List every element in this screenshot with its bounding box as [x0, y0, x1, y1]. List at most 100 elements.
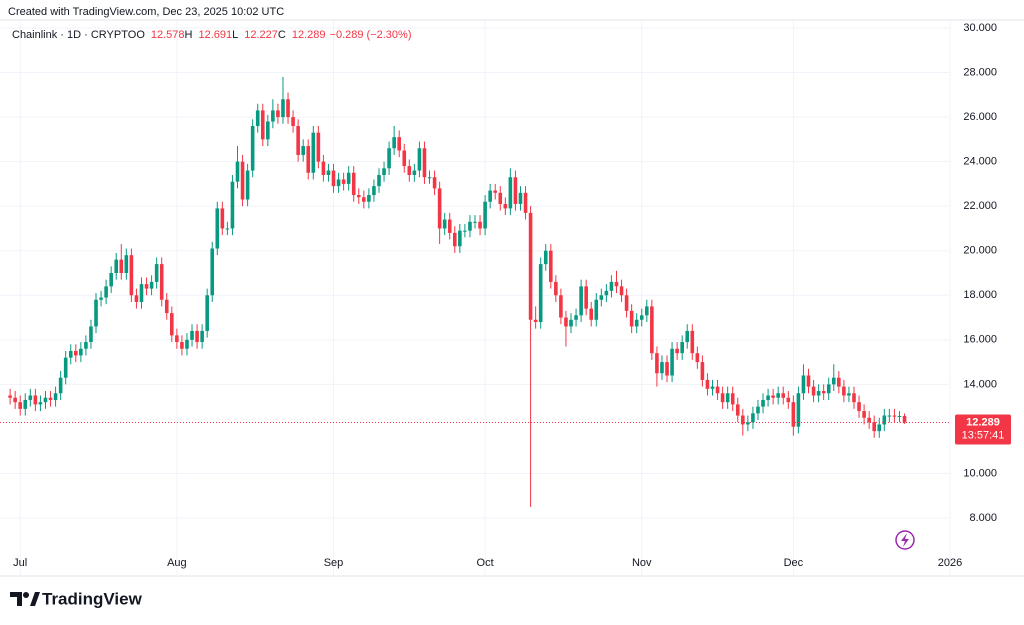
- x-tick-label: Sep: [324, 557, 344, 569]
- candle-body: [250, 126, 255, 171]
- candle-body: [58, 377, 63, 394]
- candle-body: [837, 377, 841, 387]
- candle-body: [392, 137, 396, 149]
- candle-body: [48, 397, 53, 400]
- candle-body: [84, 342, 88, 349]
- candle-body: [129, 255, 134, 296]
- candle-body: [134, 295, 139, 302]
- candle-body: [725, 393, 730, 403]
- candle-body: [902, 416, 907, 423]
- candle-body: [751, 413, 755, 423]
- y-tick-label: 22.000: [963, 200, 997, 212]
- candle-body: [715, 386, 720, 394]
- candle-body: [79, 348, 83, 356]
- candle-body: [559, 295, 563, 318]
- candle-body: [650, 306, 654, 354]
- candle-body: [407, 166, 412, 175]
- candle-body: [488, 190, 492, 202]
- candle-body: [584, 286, 588, 309]
- candle-body: [8, 395, 12, 398]
- candle-body: [468, 221, 472, 231]
- candle-body: [38, 402, 43, 405]
- candle-body: [200, 330, 204, 343]
- logo-slash: [30, 592, 40, 606]
- candle-body: [660, 362, 664, 374]
- logo-mark: [10, 592, 22, 606]
- x-tick-label: 2026: [938, 557, 962, 569]
- candle-body: [463, 230, 467, 232]
- candle-body: [372, 186, 376, 196]
- candle-body: [735, 404, 740, 416]
- candle-body: [670, 348, 674, 376]
- candle-body: [235, 161, 240, 182]
- candle-body: [877, 424, 882, 432]
- candle-body: [872, 422, 877, 432]
- candle-body: [144, 284, 149, 289]
- candle-body: [730, 393, 735, 405]
- candle-body: [346, 172, 351, 184]
- candle-body: [220, 208, 225, 229]
- candle-body: [458, 230, 462, 247]
- candle-body: [609, 281, 614, 291]
- candle-body: [629, 310, 634, 327]
- candle-body: [639, 315, 644, 320]
- candle-body: [397, 137, 402, 151]
- candle-body: [513, 177, 518, 204]
- brand: TradingView: [42, 589, 143, 608]
- countdown: 13:57:41: [962, 429, 1005, 441]
- candle-body: [362, 197, 366, 202]
- candle-body: [276, 110, 280, 118]
- candle-body: [311, 132, 316, 173]
- candle-body: [377, 175, 381, 187]
- candle-body: [316, 132, 321, 162]
- candle-body: [761, 399, 765, 407]
- candle-body: [104, 286, 108, 298]
- icon-bolt: [901, 533, 909, 547]
- candle-body: [245, 170, 250, 200]
- candle-body: [599, 295, 604, 300]
- legend-value: 12.691: [198, 29, 232, 41]
- candle-body: [705, 379, 710, 389]
- candle-body: [43, 397, 48, 403]
- candle-body: [210, 248, 215, 296]
- replay-icon[interactable]: [895, 530, 915, 550]
- candle-body: [417, 148, 422, 171]
- candle-body: [109, 273, 113, 287]
- candle-body: [215, 208, 220, 249]
- candle-body: [205, 295, 209, 331]
- candle-body: [816, 391, 821, 396]
- candle-body: [543, 250, 548, 265]
- candle-body: [624, 295, 629, 311]
- candle-body: [367, 195, 371, 202]
- y-tick-label: 10.000: [963, 467, 997, 479]
- candle-body: [796, 393, 801, 427]
- candle-body: [68, 350, 73, 358]
- candle-body: [801, 375, 806, 394]
- candle-body: [356, 195, 361, 198]
- candle-body: [614, 281, 619, 287]
- last-price-box: [955, 414, 1011, 445]
- x-tick-label: Dec: [784, 557, 804, 569]
- candle-body: [271, 110, 275, 122]
- candle-body: [73, 350, 78, 356]
- candle-body: [473, 221, 477, 223]
- y-tick-label: 24.000: [963, 156, 997, 168]
- candle-body: [63, 357, 68, 378]
- candle-body: [412, 170, 417, 175]
- candle-body: [28, 395, 33, 400]
- candle-body: [331, 170, 336, 187]
- candle-body: [53, 393, 58, 400]
- candle-body: [114, 259, 119, 273]
- candle-body: [260, 110, 265, 140]
- candle-body: [518, 192, 523, 204]
- candle-body: [811, 386, 816, 396]
- y-tick-label: 8.000: [969, 512, 997, 524]
- candle-body: [427, 177, 432, 179]
- candle-body: [321, 161, 326, 175]
- candle-body: [387, 148, 391, 169]
- candle-body: [336, 179, 341, 187]
- legend: Chainlink · 1D · CRYPTOO 12.578H 12.691L 12…: [12, 29, 411, 41]
- candle-body: [847, 393, 851, 396]
- candle-body: [159, 264, 164, 300]
